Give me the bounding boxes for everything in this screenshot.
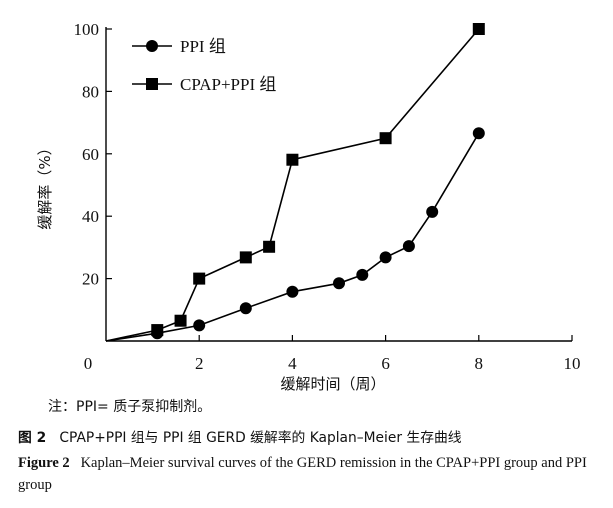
caption-chinese-text: CPAP+PPI 组与 PPI 组 GERD 缓解率的 Kaplan–Meier…: [59, 430, 462, 446]
y-tick-label: 100: [74, 20, 100, 39]
caption-english-label: Figure 2: [18, 455, 70, 471]
figure-note: 注：PPI= 质子泵抑制剂。: [48, 399, 212, 415]
data-point-square: [263, 240, 276, 253]
data-point-circle: [356, 268, 369, 281]
legend-item: CPAP+PPI 组: [132, 75, 276, 94]
caption-chinese: 图 2 CPAP+PPI 组与 PPI 组 GERD 缓解率的 Kaplan–M…: [18, 428, 608, 448]
x-tick-label: 6: [381, 354, 390, 373]
caption-english: Figure 2 Kaplan–Meier survival curves of…: [18, 452, 608, 496]
data-point-square: [174, 314, 187, 327]
legend-label: PPI 组: [180, 37, 226, 56]
legend: PPI 组 CPAP+PPI 组: [132, 37, 276, 94]
data-point-circle: [286, 285, 299, 298]
data-point-circle: [239, 302, 252, 315]
data-point-square: [472, 23, 485, 35]
legend-label: CPAP+PPI 组: [180, 75, 276, 94]
data-point-circle: [333, 277, 345, 290]
series-2: [105, 23, 485, 342]
x-tick-label: 4: [288, 354, 297, 373]
data-point-circle: [472, 127, 485, 140]
y-tick-label: 80: [82, 82, 99, 101]
x-ticks: 0 2 4 6 8 10: [84, 335, 581, 373]
x-tick-label: 10: [564, 354, 581, 373]
survival-chart: 0 2 4 6 8 10 20 40 60 80 100 PPI 组 CPAP+PPI 组 缓解时间…: [36, 20, 581, 393]
data-point-circle: [379, 251, 392, 264]
y-axis-title: 缓解率（%）: [36, 140, 54, 229]
data-point-square: [286, 153, 299, 166]
data-point-square: [379, 132, 392, 145]
y-tick-label: 40: [82, 207, 99, 226]
y-tick-label: 60: [82, 145, 99, 164]
data-point-circle: [402, 240, 415, 253]
legend-item: PPI 组: [132, 37, 226, 56]
data-point-circle: [193, 319, 206, 332]
data-point-square: [193, 272, 206, 285]
caption-english-text: Kaplan–Meier survival curves of the GERD…: [18, 455, 587, 493]
data-point-square: [239, 251, 252, 264]
caption-chinese-label: 图 2: [18, 430, 47, 446]
x-tick-label: 8: [475, 354, 484, 373]
axes: [105, 27, 572, 342]
y-tick-label: 20: [82, 270, 99, 289]
series-1: [105, 127, 485, 342]
legend-circle-marker: [146, 40, 158, 52]
legend-square-marker: [146, 78, 158, 90]
x-tick-label: 2: [195, 354, 204, 373]
y-ticks: 20 40 60 80 100: [74, 20, 112, 289]
x-tick-label: 0: [84, 354, 93, 373]
series-layer: [105, 23, 485, 342]
data-point-square: [151, 324, 164, 337]
data-point-circle: [426, 205, 439, 218]
x-axis-title: 缓解时间（周）: [280, 375, 385, 393]
